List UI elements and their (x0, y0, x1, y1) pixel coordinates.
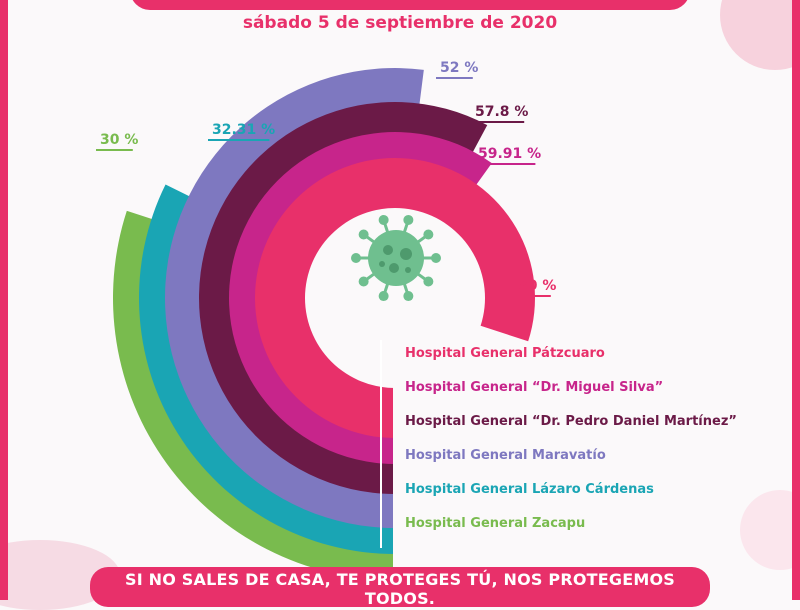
value-label: 52 % (440, 60, 478, 76)
footer-slogan: SI NO SALES DE CASA, TE PROTEGES TÚ, NOS… (125, 570, 675, 608)
header-banner (130, 0, 690, 10)
legend-item: Hospital General Maravatío (405, 448, 606, 463)
value-label: 57.8 % (475, 104, 528, 120)
ring-bar (228, 131, 492, 464)
legend-item: Hospital General “Dr. Pedro Daniel Martí… (405, 414, 737, 429)
decorative-blob (740, 490, 800, 570)
legend-item: Hospital General Pátzcuaro (405, 346, 605, 361)
frame-border-left (0, 0, 8, 600)
frame-border-right (792, 0, 800, 600)
legend-divider (380, 340, 382, 548)
report-date: sábado 5 de septiembre de 2020 (242, 13, 558, 33)
ring-bar (165, 68, 424, 529)
ring-bar (255, 158, 535, 439)
ring-bar (198, 101, 488, 494)
virus-icon (351, 214, 441, 302)
legend-item: Hospital General “Dr. Miguel Silva” (405, 380, 664, 395)
value-label: 30 % (100, 132, 138, 148)
ring-divider (393, 298, 397, 598)
legend-item: Hospital General Lázaro Cárdenas (405, 482, 654, 497)
ring-bar (138, 184, 395, 554)
ring-bar (113, 210, 395, 580)
value-label: 32.31 % (212, 122, 275, 138)
legend-item: Hospital General Zacapu (405, 516, 586, 531)
value-label: 59.91 % (478, 146, 541, 162)
value-label: 80 % (518, 278, 556, 294)
